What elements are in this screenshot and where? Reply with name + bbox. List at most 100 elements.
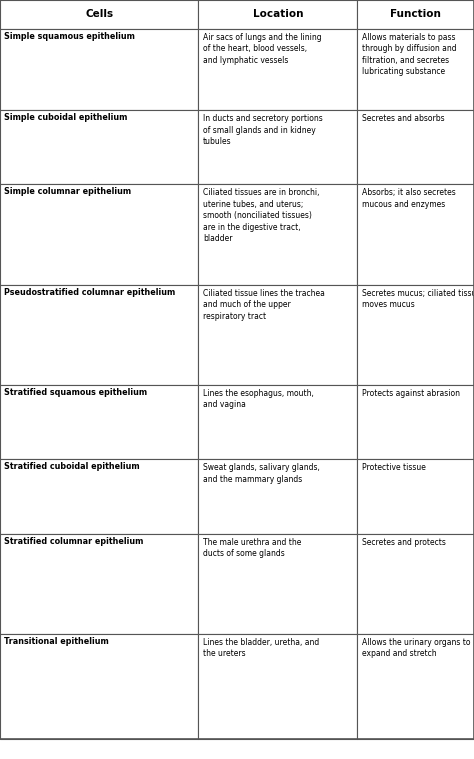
Ellipse shape	[89, 608, 109, 618]
Text: Stratified squamous epithelium: Stratified squamous epithelium	[4, 388, 147, 397]
Bar	[119, 572, 155, 596]
Bar	[198, 29, 357, 110]
Bar	[100, 711, 130, 727]
Text: Location: Location	[253, 9, 303, 20]
Text: Transitional epithelium: Transitional epithelium	[4, 637, 109, 646]
Ellipse shape	[10, 250, 29, 261]
Bar	[36, 490, 66, 505]
Bar	[76, 318, 98, 372]
Bar	[4, 659, 194, 735]
Bar	[119, 597, 155, 622]
Bar	[357, 285, 474, 385]
Ellipse shape	[172, 697, 185, 706]
Ellipse shape	[16, 65, 31, 73]
Ellipse shape	[46, 419, 57, 424]
Bar	[357, 385, 474, 459]
Bar	[100, 428, 130, 438]
Bar	[4, 622, 194, 625]
Ellipse shape	[172, 442, 184, 447]
Ellipse shape	[137, 250, 156, 261]
Ellipse shape	[75, 494, 91, 502]
Text: Simple cuboidal epithelium: Simple cuboidal epithelium	[4, 113, 128, 122]
Ellipse shape	[77, 419, 89, 424]
Ellipse shape	[77, 697, 90, 706]
Ellipse shape	[44, 512, 59, 518]
Ellipse shape	[108, 715, 121, 724]
Bar	[100, 141, 130, 166]
Bar	[5, 675, 35, 691]
Bar	[43, 62, 79, 77]
Bar	[4, 77, 194, 80]
Bar	[4, 524, 194, 525]
Bar	[164, 439, 193, 449]
Ellipse shape	[75, 150, 91, 159]
Bar	[36, 141, 66, 166]
Bar	[157, 597, 193, 622]
Ellipse shape	[167, 65, 182, 73]
Text: Secretes and protects: Secretes and protects	[363, 537, 446, 546]
Bar	[4, 80, 194, 87]
Bar	[0, 534, 198, 634]
Text: Protects against abrasion: Protects against abrasion	[363, 389, 460, 398]
Bar	[68, 508, 98, 522]
Ellipse shape	[172, 679, 185, 688]
Bar	[357, 29, 474, 110]
Ellipse shape	[12, 494, 28, 502]
Bar	[4, 372, 194, 375]
Bar	[5, 327, 27, 372]
Bar	[100, 329, 122, 372]
Bar	[4, 450, 194, 452]
Bar	[132, 711, 162, 727]
Ellipse shape	[139, 512, 155, 518]
Ellipse shape	[175, 351, 190, 360]
Bar	[36, 439, 66, 449]
Ellipse shape	[13, 679, 27, 688]
Ellipse shape	[170, 494, 186, 502]
Ellipse shape	[140, 715, 153, 724]
Bar	[198, 285, 357, 385]
Bar	[36, 219, 66, 269]
Bar	[132, 508, 162, 522]
Ellipse shape	[127, 608, 147, 618]
Ellipse shape	[13, 715, 27, 724]
Bar	[157, 62, 193, 77]
Text: Pseudostratified columnar epithelium: Pseudostratified columnar epithelium	[4, 288, 175, 297]
Bar	[357, 634, 474, 739]
Bar	[4, 209, 194, 281]
Ellipse shape	[46, 442, 57, 447]
Bar	[81, 62, 117, 77]
Bar	[164, 675, 193, 691]
Ellipse shape	[51, 608, 72, 618]
Ellipse shape	[139, 494, 155, 502]
Bar	[4, 558, 194, 630]
Bar	[36, 711, 66, 727]
Ellipse shape	[33, 356, 47, 365]
Bar	[164, 417, 193, 427]
Text: Cells: Cells	[85, 9, 113, 20]
Ellipse shape	[12, 608, 34, 618]
Ellipse shape	[91, 65, 107, 73]
Ellipse shape	[77, 430, 89, 436]
Bar	[5, 219, 35, 269]
Bar	[100, 219, 130, 269]
Text: Secretes mucus; ciliated tissue
moves mucus: Secretes mucus; ciliated tissue moves mu…	[363, 288, 474, 309]
Text: Simple columnar epithelium: Simple columnar epithelium	[4, 187, 131, 197]
Ellipse shape	[74, 250, 93, 261]
Ellipse shape	[13, 697, 27, 706]
Bar	[164, 508, 193, 522]
Bar	[5, 62, 41, 77]
Ellipse shape	[164, 581, 186, 592]
Ellipse shape	[164, 608, 186, 618]
Ellipse shape	[170, 150, 186, 159]
Bar	[36, 428, 66, 438]
Bar	[119, 62, 155, 77]
Bar	[0, 110, 198, 184]
Text: Lines the bladder, uretha, and
the ureters: Lines the bladder, uretha, and the urete…	[203, 638, 319, 658]
Bar	[5, 439, 35, 449]
Ellipse shape	[89, 581, 109, 592]
Bar	[4, 309, 194, 381]
Ellipse shape	[172, 715, 185, 724]
Bar	[198, 184, 357, 285]
Bar	[68, 490, 98, 505]
Bar	[357, 110, 474, 184]
